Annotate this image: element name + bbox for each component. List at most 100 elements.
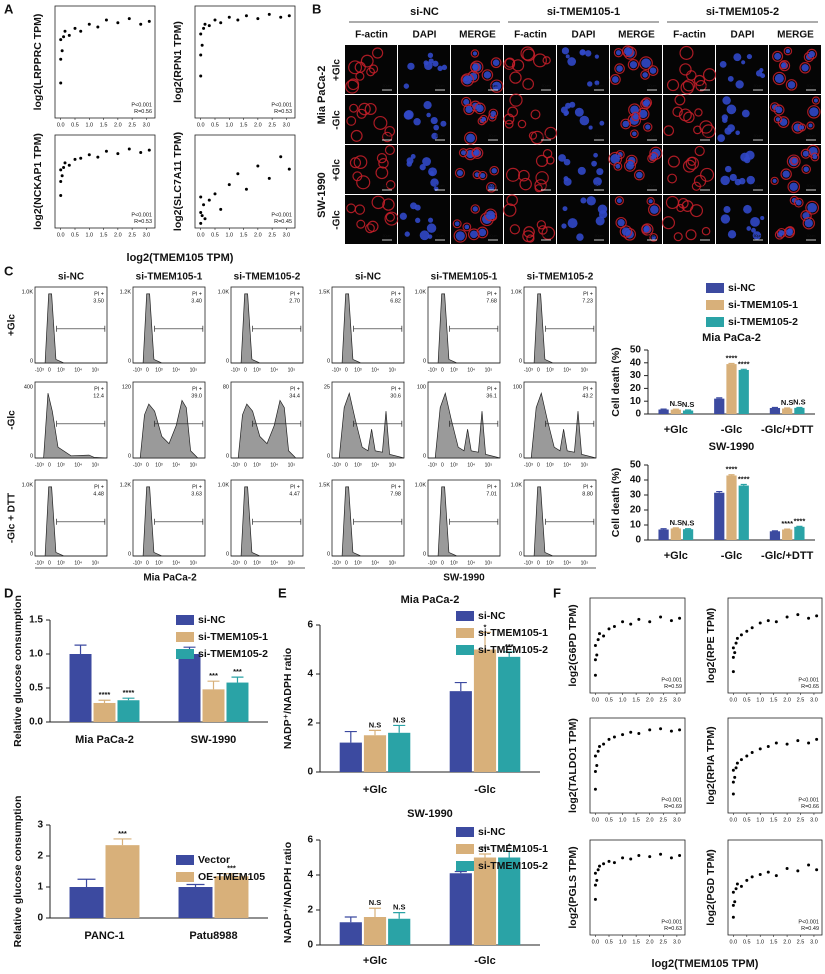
cell-actin bbox=[523, 226, 535, 238]
x-tick-label: -10³ bbox=[231, 367, 240, 373]
point bbox=[750, 626, 754, 630]
cell-actin bbox=[623, 159, 637, 172]
cell-actin bbox=[542, 149, 553, 159]
significance-label: N.S bbox=[670, 399, 683, 408]
point bbox=[63, 29, 67, 33]
cell-nucleus bbox=[490, 110, 497, 117]
error-bar bbox=[728, 362, 735, 365]
significance-label: N.S bbox=[682, 519, 695, 528]
cell-actin bbox=[701, 226, 711, 236]
cell-actin bbox=[679, 45, 694, 60]
cell-actin bbox=[372, 47, 384, 59]
x-tick-label: -Glc bbox=[474, 784, 495, 796]
group-label: si-TMEM105-1 bbox=[547, 6, 620, 18]
x-tick-label: 1.0 bbox=[756, 817, 764, 823]
cell-actin bbox=[484, 208, 498, 222]
legend-label: si-TMEM105-1 bbox=[198, 631, 268, 643]
y-tick-label: 6 bbox=[307, 835, 313, 846]
cell-nucleus bbox=[722, 117, 728, 123]
stat-annotation: R=0.59 bbox=[664, 684, 682, 690]
cell-actin bbox=[679, 63, 692, 76]
plot-frame bbox=[589, 839, 686, 936]
y-tick-label: 1.0 bbox=[29, 649, 43, 660]
x-tick-label: 0 bbox=[441, 367, 444, 373]
gate-label: PI + bbox=[583, 484, 593, 490]
cell-actin bbox=[666, 78, 680, 92]
y-tick-label: 0 bbox=[423, 551, 426, 557]
cell-actin bbox=[694, 108, 703, 117]
legend-swatch bbox=[176, 872, 194, 882]
significance-label: N.S bbox=[793, 397, 806, 406]
bar bbox=[449, 691, 472, 772]
y-tick-label: 1.5K bbox=[319, 482, 331, 488]
x-tick-label: 10⁴ bbox=[270, 367, 278, 373]
scale-bar-label: 50μm bbox=[383, 134, 392, 138]
y-tick-label: 0 bbox=[327, 551, 330, 557]
point bbox=[733, 651, 737, 655]
point bbox=[731, 890, 735, 894]
y-tick-label: 0 bbox=[37, 913, 43, 924]
cell-nucleus bbox=[430, 116, 438, 125]
scale-bar-label: 50μm bbox=[383, 84, 392, 88]
x-tick-label: 10³ bbox=[546, 560, 554, 566]
point bbox=[648, 620, 652, 624]
x-tick-label: 0 bbox=[441, 560, 444, 566]
x-tick-label: 10⁴ bbox=[467, 560, 475, 566]
point bbox=[734, 766, 738, 770]
bar bbox=[202, 689, 225, 722]
cell-nucleus bbox=[473, 150, 479, 155]
scale-bar-label: 50μm bbox=[807, 84, 816, 88]
cell-nucleus bbox=[632, 131, 637, 137]
stat-annotation: R=0.56 bbox=[134, 109, 152, 115]
scale-bar-label: 50μm bbox=[754, 184, 763, 188]
x-tick-label: 2.0 bbox=[783, 817, 791, 823]
chart-title: Mia PaCa-2 bbox=[702, 332, 761, 344]
scale-bar-label: 50μm bbox=[754, 234, 763, 238]
cell-actin bbox=[350, 129, 363, 142]
x-tick-label: 2.5 bbox=[797, 817, 805, 823]
cell-nucleus bbox=[610, 154, 620, 164]
x-tick-label: 2.0 bbox=[646, 697, 654, 703]
channel-label: DAPI bbox=[731, 30, 755, 41]
cell-nucleus bbox=[626, 161, 634, 170]
x-tick-label: 10⁴ bbox=[371, 560, 379, 566]
y-tick-label: 100 bbox=[513, 384, 522, 390]
x-tick-label: 0 bbox=[146, 367, 149, 373]
cell-nucleus bbox=[812, 154, 818, 160]
legend-label: si-NC bbox=[478, 826, 506, 838]
x-tick-label: 0 bbox=[537, 462, 540, 468]
cell-actin bbox=[349, 103, 359, 113]
point bbox=[207, 198, 211, 202]
cell-nucleus bbox=[579, 115, 590, 126]
cell-nucleus bbox=[629, 61, 638, 69]
cell-nucleus bbox=[481, 116, 487, 122]
bar bbox=[93, 702, 116, 722]
point bbox=[104, 18, 108, 22]
error-bar bbox=[98, 699, 111, 703]
y-tick-label: 80 bbox=[223, 384, 229, 390]
bar bbox=[670, 409, 681, 414]
x-tick-label: 3.0 bbox=[673, 817, 681, 823]
point bbox=[127, 147, 131, 151]
cell-actin bbox=[454, 167, 466, 179]
x-tick-label: 10³ bbox=[546, 367, 554, 373]
significance-label: N.S bbox=[670, 518, 683, 527]
y-tick-label: 100 bbox=[417, 384, 426, 390]
cell-actin bbox=[507, 106, 519, 118]
cell-actin bbox=[805, 200, 820, 215]
cell-actin bbox=[797, 123, 807, 132]
cell-actin bbox=[542, 56, 551, 65]
cell-actin bbox=[640, 98, 652, 110]
y-tick-label: 0 bbox=[30, 358, 33, 364]
point bbox=[596, 638, 600, 642]
x-tick-label: 3.0 bbox=[283, 122, 291, 128]
y-tick-label: 0.5 bbox=[29, 683, 43, 694]
point bbox=[669, 729, 673, 733]
group-label: SW-1990 bbox=[443, 573, 485, 584]
point bbox=[596, 749, 600, 753]
cell-nucleus bbox=[561, 47, 570, 55]
y-tick-label: 400 bbox=[24, 384, 33, 390]
legend-label: OE-TMEM105 bbox=[198, 871, 265, 883]
bar bbox=[726, 364, 737, 414]
